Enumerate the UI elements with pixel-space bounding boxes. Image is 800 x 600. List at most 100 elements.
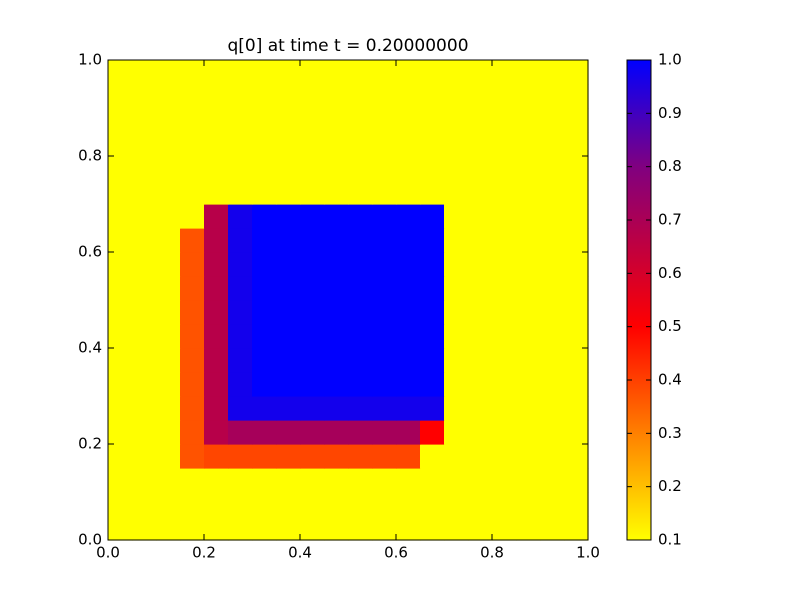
heatmap-cell — [108, 60, 133, 85]
heatmap-cell — [108, 444, 133, 469]
heatmap-cell — [300, 252, 325, 277]
colorbar — [626, 59, 652, 541]
heatmap-cell — [348, 60, 373, 85]
heatmap-cell — [300, 492, 325, 517]
heatmap-cell — [132, 132, 157, 157]
heatmap-cell — [420, 420, 445, 445]
colorbar-tick-label: 0.6 — [658, 264, 682, 282]
heatmap-cell — [372, 108, 397, 133]
heatmap-cell — [228, 84, 253, 109]
heatmap-cell — [204, 276, 229, 301]
heatmap-cell — [228, 300, 253, 325]
heatmap-cell — [228, 228, 253, 253]
heatmap-cell — [252, 204, 277, 229]
heatmap-cell — [564, 300, 589, 325]
heatmap-cell — [420, 372, 445, 397]
heatmap-cell — [444, 444, 469, 469]
heatmap-cell — [324, 60, 349, 85]
heatmap-cell — [204, 324, 229, 349]
heatmap-cell — [444, 60, 469, 85]
heatmap-cell — [444, 132, 469, 157]
x-tick-label: 0.0 — [96, 544, 120, 562]
heatmap-cell — [564, 84, 589, 109]
heatmap-cell — [540, 156, 565, 181]
heatmap-cell — [108, 132, 133, 157]
heatmap-cell — [276, 84, 301, 109]
heatmap-cell — [396, 300, 421, 325]
heatmap-cell — [516, 396, 541, 421]
x-tick-label: 0.6 — [384, 544, 408, 562]
heatmap-cell — [492, 84, 517, 109]
heatmap-cell — [396, 492, 421, 517]
heatmap-cell — [300, 396, 325, 421]
heatmap-cell — [252, 180, 277, 205]
heatmap-cell — [252, 84, 277, 109]
heatmap-cell — [276, 444, 301, 469]
heatmap-cell — [204, 444, 229, 469]
heatmap-cell — [108, 420, 133, 445]
colorbar-tick-label: 0.8 — [658, 157, 682, 175]
heatmap-cell — [492, 444, 517, 469]
heatmap-cell — [324, 180, 349, 205]
heatmap-cell — [396, 60, 421, 85]
heatmap-cell — [516, 276, 541, 301]
heatmap-cell — [420, 468, 445, 493]
heatmap-cell — [132, 204, 157, 229]
heatmap-cell — [444, 468, 469, 493]
heatmap-cell — [444, 348, 469, 373]
colorbar-tick-label: 0.5 — [658, 317, 682, 335]
heatmap-cell — [516, 60, 541, 85]
heatmap-cell — [204, 492, 229, 517]
heatmap-cell — [300, 84, 325, 109]
heatmap-cell — [492, 300, 517, 325]
heatmap-cell — [420, 276, 445, 301]
heatmap-cell — [156, 108, 181, 133]
heatmap-cell — [492, 276, 517, 301]
heatmap-cell — [516, 324, 541, 349]
heatmap-cell — [156, 228, 181, 253]
heatmap-cell — [372, 516, 397, 541]
heatmap-cell — [300, 444, 325, 469]
heatmap-cell — [204, 180, 229, 205]
heatmap-cell — [468, 276, 493, 301]
heatmap-cell — [204, 420, 229, 445]
heatmap-cell — [180, 252, 205, 277]
heatmap-cell — [252, 468, 277, 493]
heatmap-cell — [564, 492, 589, 517]
heatmap-cell — [420, 516, 445, 541]
heatmap-cell — [324, 108, 349, 133]
heatmap-cell — [300, 372, 325, 397]
heatmap-cell — [252, 228, 277, 253]
heatmap-cell — [540, 132, 565, 157]
heatmap-cell — [396, 396, 421, 421]
heatmap-cell — [132, 396, 157, 421]
heatmap-cell — [420, 324, 445, 349]
y-tick-label: 0.2 — [78, 435, 102, 453]
heatmap-cell — [204, 516, 229, 541]
heatmap-cell — [564, 420, 589, 445]
heatmap-cell — [156, 372, 181, 397]
heatmap-cell — [564, 444, 589, 469]
heatmap-cell — [228, 396, 253, 421]
heatmap-cell — [444, 228, 469, 253]
heatmap-cell — [132, 252, 157, 277]
heatmap-cell — [564, 324, 589, 349]
heatmap-cell — [396, 252, 421, 277]
heatmap-cell — [276, 324, 301, 349]
heatmap-cell — [228, 420, 253, 445]
heatmap-cell — [516, 492, 541, 517]
colorbar-tick-label: 0.9 — [658, 104, 682, 122]
heatmap-cell — [180, 84, 205, 109]
heatmap-cell — [372, 156, 397, 181]
heatmap-cell — [540, 444, 565, 469]
heatmap-cell — [492, 324, 517, 349]
heatmap-cell — [420, 348, 445, 373]
heatmap-cell — [228, 108, 253, 133]
heatmap-cell — [108, 156, 133, 181]
heatmap-cell — [348, 348, 373, 373]
heatmap-cell — [540, 372, 565, 397]
heatmap-cell — [132, 420, 157, 445]
heatmap-cell — [564, 204, 589, 229]
heatmap-cell — [324, 468, 349, 493]
heatmap-cell — [348, 204, 373, 229]
